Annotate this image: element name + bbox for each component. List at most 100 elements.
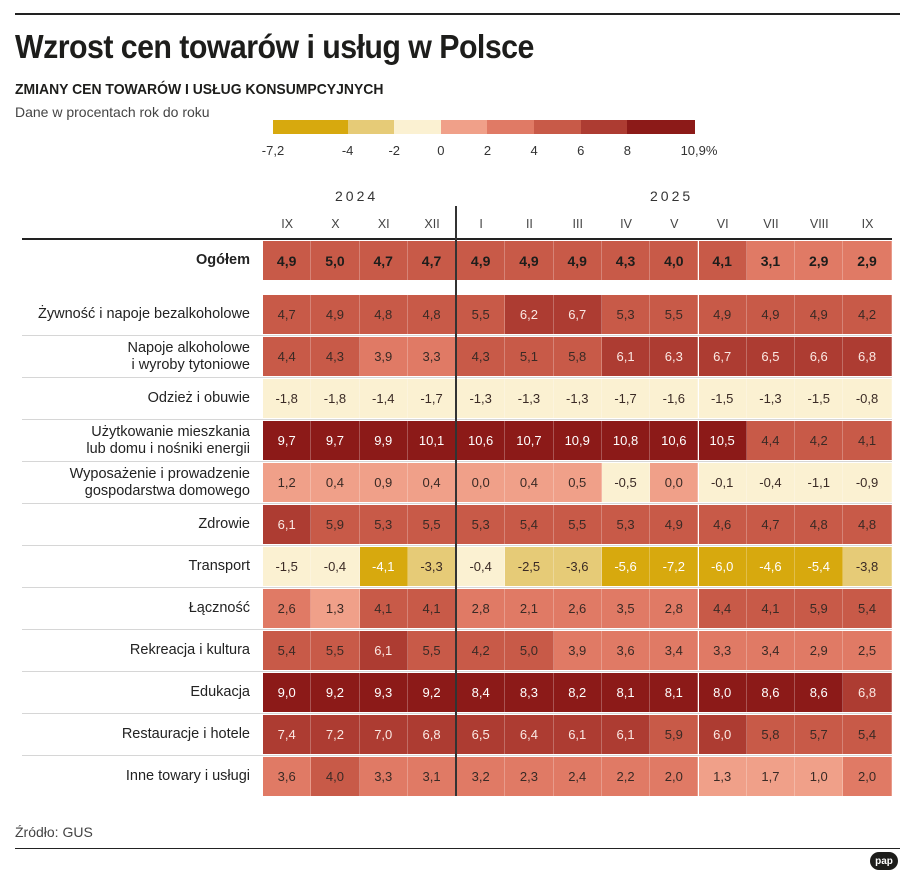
row-label: Łączność [188, 600, 250, 616]
heatmap-cell: 4,1 [407, 589, 457, 628]
heatmap-cell: 0,0 [457, 463, 506, 502]
legend-tick-label: 10,9% [680, 143, 718, 158]
legend-tick-label: 4 [530, 143, 538, 158]
heatmap-cell: -0,1 [698, 463, 747, 502]
heatmap-cell: 4,9 [505, 241, 554, 280]
heatmap-cell: 4,8 [795, 505, 844, 544]
heatmap-cell: 7,2 [311, 715, 360, 754]
row-separator [22, 755, 892, 756]
row-separator [22, 587, 892, 588]
heatmap-cell: 5,4 [263, 631, 312, 670]
heatmap-cell: 8,3 [505, 673, 554, 712]
heatmap-cell: 8,2 [553, 673, 602, 712]
heatmap-cell: -1,5 [698, 379, 747, 418]
row-separator [22, 419, 892, 420]
heatmap-cell: -0,9 [843, 463, 892, 502]
heatmap-cell: -0,4 [311, 547, 360, 586]
heatmap-cell: 4,8 [843, 505, 892, 544]
month-label: IX [861, 217, 874, 231]
row-label: Napoje alkoholowe i wyroby tytoniowe [127, 340, 250, 373]
heatmap-cell: 1,3 [311, 589, 360, 628]
heatmap-cell: 6,8 [407, 715, 457, 754]
chart-title: Wzrost cen towarów i usług w Polsce [15, 28, 534, 65]
heatmap-cell: 3,6 [601, 631, 651, 670]
heatmap-cell: 9,7 [263, 421, 312, 460]
heatmap-cell: 5,3 [601, 295, 651, 334]
heatmap-cell: 8,6 [795, 673, 844, 712]
heatmap-cell: 5,5 [650, 295, 699, 334]
heatmap-cell: 5,3 [457, 505, 506, 544]
header-rule [22, 238, 892, 240]
heatmap-cell: 3,3 [698, 631, 747, 670]
heatmap-cell: 4,4 [746, 421, 796, 460]
heatmap-cell: 4,4 [263, 337, 312, 376]
pap-logo: pap [870, 852, 898, 870]
heatmap-cell: 5,0 [505, 631, 554, 670]
heatmap-cell: 0,4 [505, 463, 554, 502]
heatmap-cell: 5,5 [457, 295, 506, 334]
heatmap-cell: 3,3 [359, 757, 408, 796]
month-label: IX [281, 217, 294, 231]
legend-swatch [394, 120, 441, 134]
heatmap-cell: 4,9 [746, 295, 796, 334]
month-label: I [479, 217, 483, 231]
row-label: Zdrowie [198, 516, 250, 532]
month-label: V [670, 217, 679, 231]
legend-swatch [627, 120, 695, 134]
heatmap-cell: 4,7 [407, 241, 457, 280]
month-label: VII [763, 217, 779, 231]
heatmap-cell: 8,6 [746, 673, 796, 712]
heatmap-cell: 4,7 [263, 295, 312, 334]
heatmap-cell: 3,1 [746, 241, 796, 280]
heatmap-cell: -1,3 [457, 379, 506, 418]
heatmap-cell: 4,3 [311, 337, 360, 376]
legend-swatch [440, 120, 488, 134]
legend-tick-label: 8 [623, 143, 631, 158]
heatmap-cell: 4,3 [601, 241, 651, 280]
row-label: Restauracje i hotele [121, 726, 250, 742]
heatmap-cell: 4,2 [843, 295, 892, 334]
row-separator [22, 671, 892, 672]
heatmap-cell: 5,9 [795, 589, 844, 628]
row-label: Transport [188, 558, 250, 574]
heatmap-cell: 10,9 [553, 421, 602, 460]
heatmap-cell: 6,8 [843, 337, 892, 376]
heatmap-cell: 4,3 [457, 337, 506, 376]
heatmap-cell: 4,1 [359, 589, 408, 628]
heatmap-cell: 6,1 [601, 715, 651, 754]
heatmap-cell: 9,0 [263, 673, 312, 712]
legend-tick-label: 6 [577, 143, 585, 158]
heatmap-cell: 5,4 [843, 715, 892, 754]
color-legend: -7,2 -4 -2 0 2 4 6 8 10,9% [0, 0, 915, 170]
heatmap-cell: 5,5 [311, 631, 360, 670]
heatmap-cell: 2,6 [263, 589, 312, 628]
heatmap-cell: 5,3 [601, 505, 651, 544]
row-separator [22, 713, 892, 714]
heatmap-cell: 6,1 [553, 715, 602, 754]
legend-swatch [534, 120, 581, 134]
heatmap-cell: 6,4 [505, 715, 554, 754]
heatmap-cell: 5,5 [407, 505, 457, 544]
heatmap-cell: 6,1 [601, 337, 651, 376]
heatmap-cell: -1,6 [650, 379, 699, 418]
heatmap-cell: 2,0 [843, 757, 892, 796]
heatmap-cell: 8,1 [601, 673, 651, 712]
row-separator [22, 629, 892, 630]
row-label: Użytkowanie mieszkania lub domu i nośnik… [86, 424, 250, 457]
heatmap-cell: 4,9 [311, 295, 360, 334]
chart-subtitle: ZMIANY CEN TOWARÓW I USŁUG KONSUMPCYJNYC… [15, 81, 384, 98]
heatmap-cell: 5,5 [407, 631, 457, 670]
month-label: IV [620, 217, 632, 231]
heatmap-cell: 1,3 [698, 757, 747, 796]
heatmap-cell: -1,5 [263, 547, 312, 586]
heatmap-cell: 4,8 [359, 295, 408, 334]
heatmap-cell: 4,2 [457, 631, 506, 670]
heatmap-cell: 6,1 [359, 631, 408, 670]
heatmap-cell: 7,0 [359, 715, 408, 754]
row-separator [22, 503, 892, 504]
bottom-rule [15, 848, 900, 849]
legend-swatch [273, 120, 348, 134]
row-label: Inne towary i usługi [125, 768, 250, 784]
row-separator [22, 545, 892, 546]
heatmap-cell: 0,9 [359, 463, 408, 502]
